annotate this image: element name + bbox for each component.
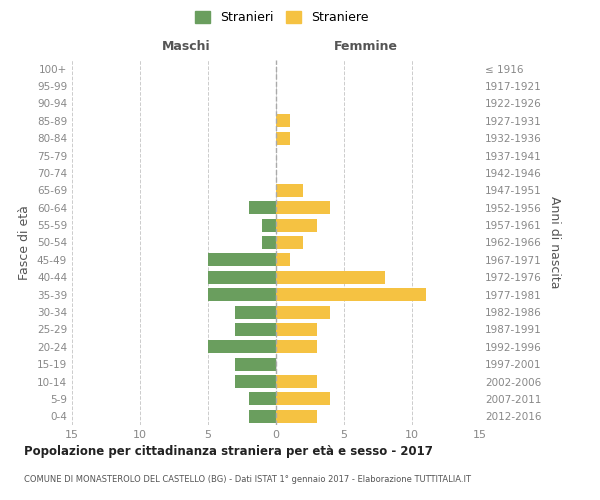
Bar (262, 236, 276, 249)
Bar (276, 132, 290, 144)
Bar (235, 375, 276, 388)
Bar (276, 410, 317, 423)
Text: COMUNE DI MONASTEROLO DEL CASTELLO (BG) - Dati ISTAT 1° gennaio 2017 - Elaborazi: COMUNE DI MONASTEROLO DEL CASTELLO (BG) … (24, 475, 471, 484)
Text: Maschi: Maschi (162, 40, 211, 52)
Text: Femmine: Femmine (334, 40, 398, 52)
Bar (208, 288, 276, 301)
Bar (276, 392, 331, 406)
Bar (208, 270, 276, 284)
Bar (249, 201, 276, 214)
Bar (276, 340, 317, 353)
Bar (276, 201, 331, 214)
Bar (249, 410, 276, 423)
Legend: Stranieri, Straniere: Stranieri, Straniere (190, 6, 374, 29)
Bar (276, 323, 317, 336)
Bar (276, 114, 290, 128)
Y-axis label: Fasce di età: Fasce di età (19, 205, 31, 280)
Bar (276, 375, 317, 388)
Bar (208, 254, 276, 266)
Y-axis label: Anni di nascita: Anni di nascita (548, 196, 561, 289)
Bar (276, 288, 425, 301)
Bar (208, 340, 276, 353)
Bar (235, 306, 276, 318)
Bar (249, 392, 276, 406)
Bar (235, 358, 276, 370)
Bar (276, 270, 385, 284)
Bar (276, 184, 303, 197)
Text: Popolazione per cittadinanza straniera per età e sesso - 2017: Popolazione per cittadinanza straniera p… (24, 445, 433, 458)
Bar (262, 218, 276, 232)
Bar (276, 306, 331, 318)
Bar (276, 218, 317, 232)
Bar (276, 254, 290, 266)
Bar (276, 236, 303, 249)
Bar (235, 323, 276, 336)
